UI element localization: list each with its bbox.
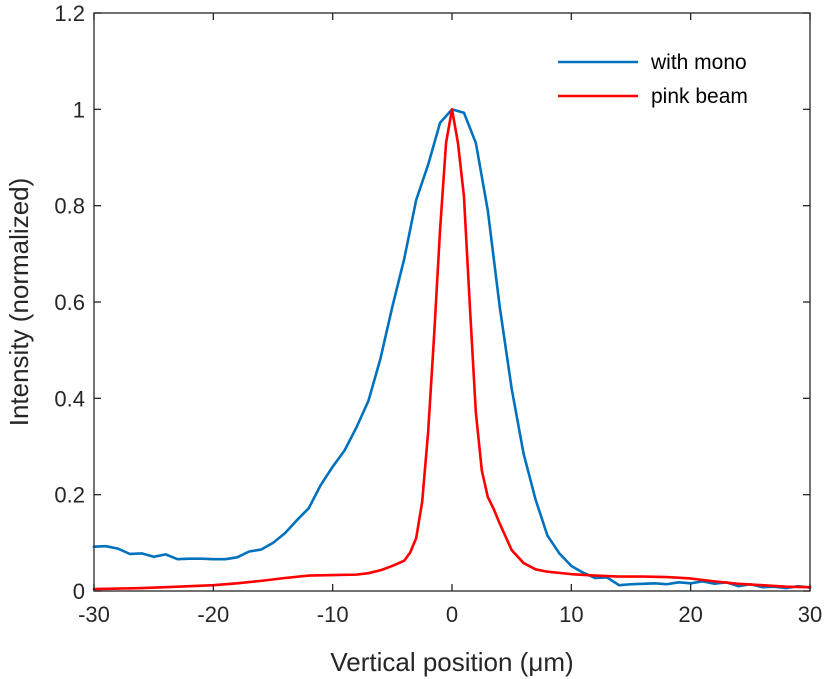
y-tick-label: 0.8: [54, 194, 85, 219]
y-axis-label: Intensity (normalized): [4, 178, 34, 427]
x-tick-label: -10: [317, 602, 349, 627]
legend: with mono pink beam: [558, 51, 748, 108]
legend-label-pink-beam: pink beam: [651, 85, 748, 108]
x-tick-label: 0: [446, 602, 458, 627]
x-tick-label: 30: [798, 602, 822, 627]
y-tick-label: 1.2: [54, 1, 85, 26]
x-axis-label: Vertical position (μm): [330, 647, 573, 677]
y-tick-label: 0.6: [54, 290, 85, 315]
x-tick-labels: -30 -20 -10 0 10 20 30: [78, 602, 822, 627]
axes-layer: [93, 12, 811, 592]
legend-label-with-mono: with mono: [650, 51, 747, 74]
x-tick-label: -20: [197, 602, 229, 627]
y-tick-label: 0.4: [54, 386, 85, 411]
x-tick-label: 20: [678, 602, 702, 627]
y-tick-label: 0: [73, 579, 85, 604]
x-tick-label: -30: [78, 602, 110, 627]
y-tick-label: 1: [73, 97, 85, 122]
y-tick-labels: 0 0.2 0.4 0.6 0.8 1 1.2: [54, 1, 85, 604]
x-tick-label: 10: [559, 602, 583, 627]
series-line-pink-beam: [92, 108, 812, 591]
y-tick-label: 0.2: [54, 483, 85, 508]
series-layer: [92, 108, 812, 591]
